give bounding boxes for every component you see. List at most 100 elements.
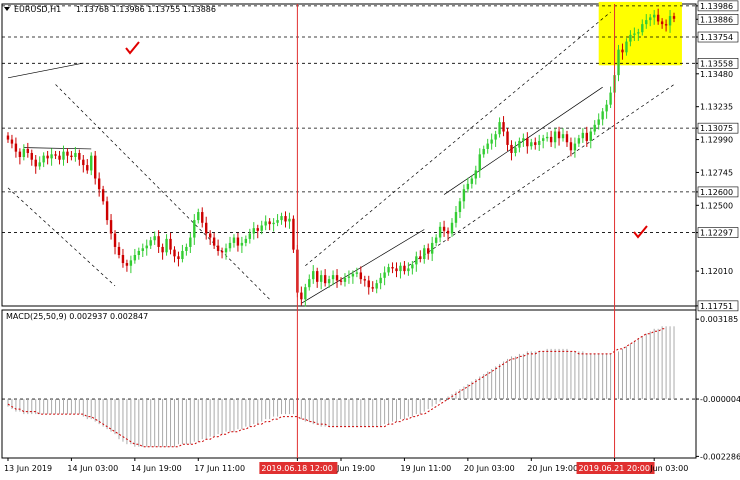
candle-up[interactable] — [470, 178, 474, 184]
candle-up[interactable] — [312, 271, 315, 280]
candle-down[interactable] — [18, 151, 22, 158]
candle-up[interactable] — [228, 242, 232, 249]
candle-up[interactable] — [327, 279, 331, 284]
candle-up[interactable] — [498, 122, 501, 135]
candle-down[interactable] — [236, 237, 240, 246]
candle-up[interactable] — [141, 248, 144, 251]
candle-up[interactable] — [240, 242, 244, 246]
candle-up[interactable] — [597, 119, 600, 125]
candle-down[interactable] — [549, 136, 553, 143]
trend-channel-line[interactable] — [7, 187, 116, 287]
candle-up[interactable] — [561, 134, 565, 139]
candle-up[interactable] — [252, 228, 255, 234]
candle-up[interactable] — [42, 155, 45, 163]
candle-down[interactable] — [585, 132, 588, 141]
candle-down[interactable] — [105, 201, 109, 221]
macd-pane[interactable] — [1, 309, 697, 459]
candle-down[interactable] — [177, 256, 180, 260]
candle-up[interactable] — [430, 242, 434, 254]
candle-up[interactable] — [62, 151, 65, 160]
selection-zone[interactable] — [598, 1, 682, 66]
candle-up[interactable] — [486, 143, 489, 149]
candle-down[interactable] — [70, 155, 73, 158]
candle-down[interactable] — [367, 280, 370, 288]
dropdown-icon[interactable] — [4, 7, 10, 11]
candle-up[interactable] — [331, 275, 335, 280]
candle-up[interactable] — [641, 24, 644, 33]
candle-down[interactable] — [82, 159, 85, 166]
candle-up[interactable] — [197, 212, 200, 221]
candle-down[interactable] — [161, 246, 164, 253]
candle-up[interactable] — [232, 237, 236, 243]
candle-up[interactable] — [577, 138, 581, 144]
candle-up[interactable] — [434, 237, 438, 243]
candle-up[interactable] — [407, 268, 410, 272]
candle-up[interactable] — [652, 14, 656, 18]
candle-up[interactable] — [458, 201, 462, 213]
candle-up[interactable] — [90, 155, 93, 171]
candle-down[interactable] — [205, 222, 208, 234]
candle-up[interactable] — [153, 236, 156, 241]
candle-down[interactable] — [94, 155, 97, 179]
candle-up[interactable] — [383, 272, 386, 278]
trend-channel-line[interactable] — [55, 84, 270, 300]
candle-down[interactable] — [208, 233, 212, 238]
candle-down[interactable] — [109, 220, 113, 234]
candle-up[interactable] — [189, 237, 192, 247]
candle-up[interactable] — [411, 264, 414, 269]
candle-up[interactable] — [514, 147, 517, 153]
candle-down[interactable] — [300, 292, 303, 300]
candle-up[interactable] — [462, 189, 466, 202]
candle-up[interactable] — [629, 34, 632, 42]
candle-up[interactable] — [450, 222, 454, 234]
candle-down[interactable] — [14, 143, 18, 152]
candle-up[interactable] — [553, 131, 557, 143]
candle-down[interactable] — [506, 131, 509, 145]
candle-down[interactable] — [201, 212, 204, 223]
candle-down[interactable] — [391, 267, 394, 269]
candle-down[interactable] — [427, 248, 430, 254]
candle-up[interactable] — [478, 154, 481, 171]
candle-up[interactable] — [74, 152, 77, 158]
candle-up[interactable] — [22, 148, 26, 158]
candle-down[interactable] — [86, 165, 89, 171]
candle-up[interactable] — [609, 92, 612, 105]
candle-up[interactable] — [538, 140, 541, 145]
candle-down[interactable] — [121, 254, 125, 264]
candle-up[interactable] — [260, 225, 263, 231]
candle-up[interactable] — [165, 238, 168, 253]
candle-down[interactable] — [656, 14, 660, 22]
candle-up[interactable] — [244, 238, 248, 243]
candle-up[interactable] — [379, 277, 382, 284]
candle-up[interactable] — [438, 226, 442, 238]
candle-up[interactable] — [145, 245, 148, 249]
candle-up[interactable] — [490, 139, 493, 144]
candle-up[interactable] — [280, 216, 283, 221]
candle-up[interactable] — [649, 17, 652, 21]
candle-up[interactable] — [304, 287, 307, 300]
candle-down[interactable] — [216, 245, 220, 251]
candle-up[interactable] — [645, 20, 648, 25]
candle-down[interactable] — [54, 154, 57, 156]
candle-down[interactable] — [58, 155, 61, 160]
candle-down[interactable] — [446, 230, 450, 234]
candle-down[interactable] — [30, 152, 33, 160]
candle-up[interactable] — [224, 248, 228, 253]
candle-down[interactable] — [292, 218, 295, 250]
candle-up[interactable] — [593, 124, 596, 132]
candle-up[interactable] — [343, 277, 347, 282]
candle-up[interactable] — [518, 140, 521, 148]
candle-up[interactable] — [454, 212, 458, 223]
candle-up[interactable] — [668, 16, 672, 26]
candle-up[interactable] — [272, 222, 275, 225]
candle-up[interactable] — [545, 136, 549, 139]
candle-up[interactable] — [482, 148, 485, 155]
macd-signal-line[interactable] — [7, 328, 667, 448]
candle-up[interactable] — [415, 256, 418, 265]
candle-down[interactable] — [10, 139, 14, 144]
candle-down[interactable] — [557, 131, 561, 139]
candle-down[interactable] — [6, 135, 10, 140]
candle-down[interactable] — [323, 275, 327, 284]
candle-down[interactable] — [268, 221, 271, 225]
price-pane[interactable] — [1, 1, 697, 307]
